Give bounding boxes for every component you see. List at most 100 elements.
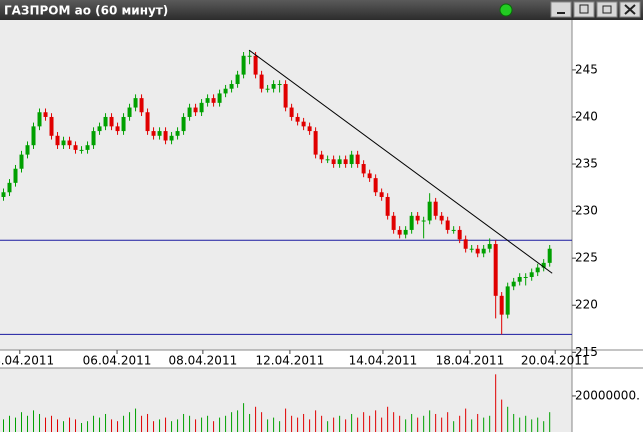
y-tick-label: 235 [575,157,598,171]
window-title: ГАЗПРОМ ао (60 минут) [4,4,168,18]
volume-bar [327,421,329,432]
candle-body [217,93,222,103]
candle-body [421,220,426,222]
volume-bar [249,413,251,432]
candle-body [193,107,198,113]
volume-bar [303,413,305,432]
volume-bar [213,421,215,432]
candle-body [337,159,342,165]
candle-body [103,116,108,127]
candle-body [391,215,396,230]
volume-bar [459,415,461,432]
candle-body [31,126,36,146]
y-tick-label: 220 [575,298,598,312]
volume-bar [189,415,191,432]
volume-bar [195,419,197,432]
volume-bar [429,410,431,432]
candle-body [235,74,240,85]
volume-bar [105,413,107,432]
volume-bar [381,417,383,432]
volume-bar [3,419,5,432]
candle-body [331,159,336,165]
candle-body [517,276,522,282]
candle-body [439,215,444,221]
candle-body [253,55,258,75]
candle-body [385,196,390,216]
candle-body [139,98,144,113]
candle-body [121,116,126,132]
candle-body [361,164,366,174]
candle-body [145,112,150,132]
volume-bar [501,399,503,432]
candle-body [25,145,30,155]
candle-body [91,131,96,146]
volume-bar [225,415,227,432]
volume-bar [201,417,203,432]
status-indicator [499,3,513,17]
volume-bar [357,417,359,432]
close-icon [624,4,636,15]
volume-bar [135,408,137,432]
candle-body [37,112,42,127]
candle-body [463,239,468,249]
candle-body [199,102,204,113]
volume-bar [33,410,35,432]
x-tick-label: 14.04.2011 [349,354,418,368]
volume-bar [351,413,353,432]
x-tick-label: 08.04.2011 [169,354,238,368]
trend-line [248,49,553,274]
candle-body [259,74,264,89]
volume-bar [279,421,281,432]
candle-body [481,248,486,254]
title-bar [0,0,643,20]
volume-bar [147,413,149,432]
volume-bar [99,417,101,432]
x-tick-label: 18.04.2011 [436,354,505,368]
candle-body [505,286,510,315]
candle-body [409,215,414,230]
y-tick-label: 215 [575,345,598,359]
candle-body [49,116,54,136]
candle-body [343,159,348,165]
volume-bar [129,412,131,432]
volume-bar [513,413,515,432]
volume-bar [267,419,269,432]
candle-body [271,84,276,89]
candle-body [181,116,186,132]
candle-body [19,154,24,169]
restore-button[interactable] [596,1,618,18]
candle-body [529,272,534,277]
volume-bar [375,410,377,432]
maximize-button[interactable] [573,1,595,18]
candle-body [43,112,48,117]
candle-body [211,98,216,103]
volume-tick-label: 20000000. [575,388,640,402]
candle-body [367,173,372,179]
candle-body [379,192,384,197]
candle-body [163,131,168,141]
restore-icon [602,5,612,14]
volume-bar [285,408,287,432]
volume-bar [123,415,125,432]
volume-bar [153,421,155,432]
x-tick-label: 04.04.2011 [0,354,54,368]
minimize-button[interactable] [550,1,572,18]
candle-body [307,126,312,132]
candle-body [97,126,102,132]
candle-body [61,140,66,146]
volume-bar [447,412,449,432]
candle-body [403,229,408,235]
candle-body [109,116,114,127]
candle-body [151,131,156,136]
volume-bar [543,421,545,432]
candle-body [223,88,228,94]
y-tick-label: 245 [575,62,598,76]
candle-body [55,135,60,146]
volume-bar [75,419,77,432]
candle-body [349,154,354,165]
candle-body [499,295,504,315]
candle-body [265,88,270,90]
candle-body [487,244,492,249]
candle-body [475,248,480,254]
volume-bar [471,419,473,432]
